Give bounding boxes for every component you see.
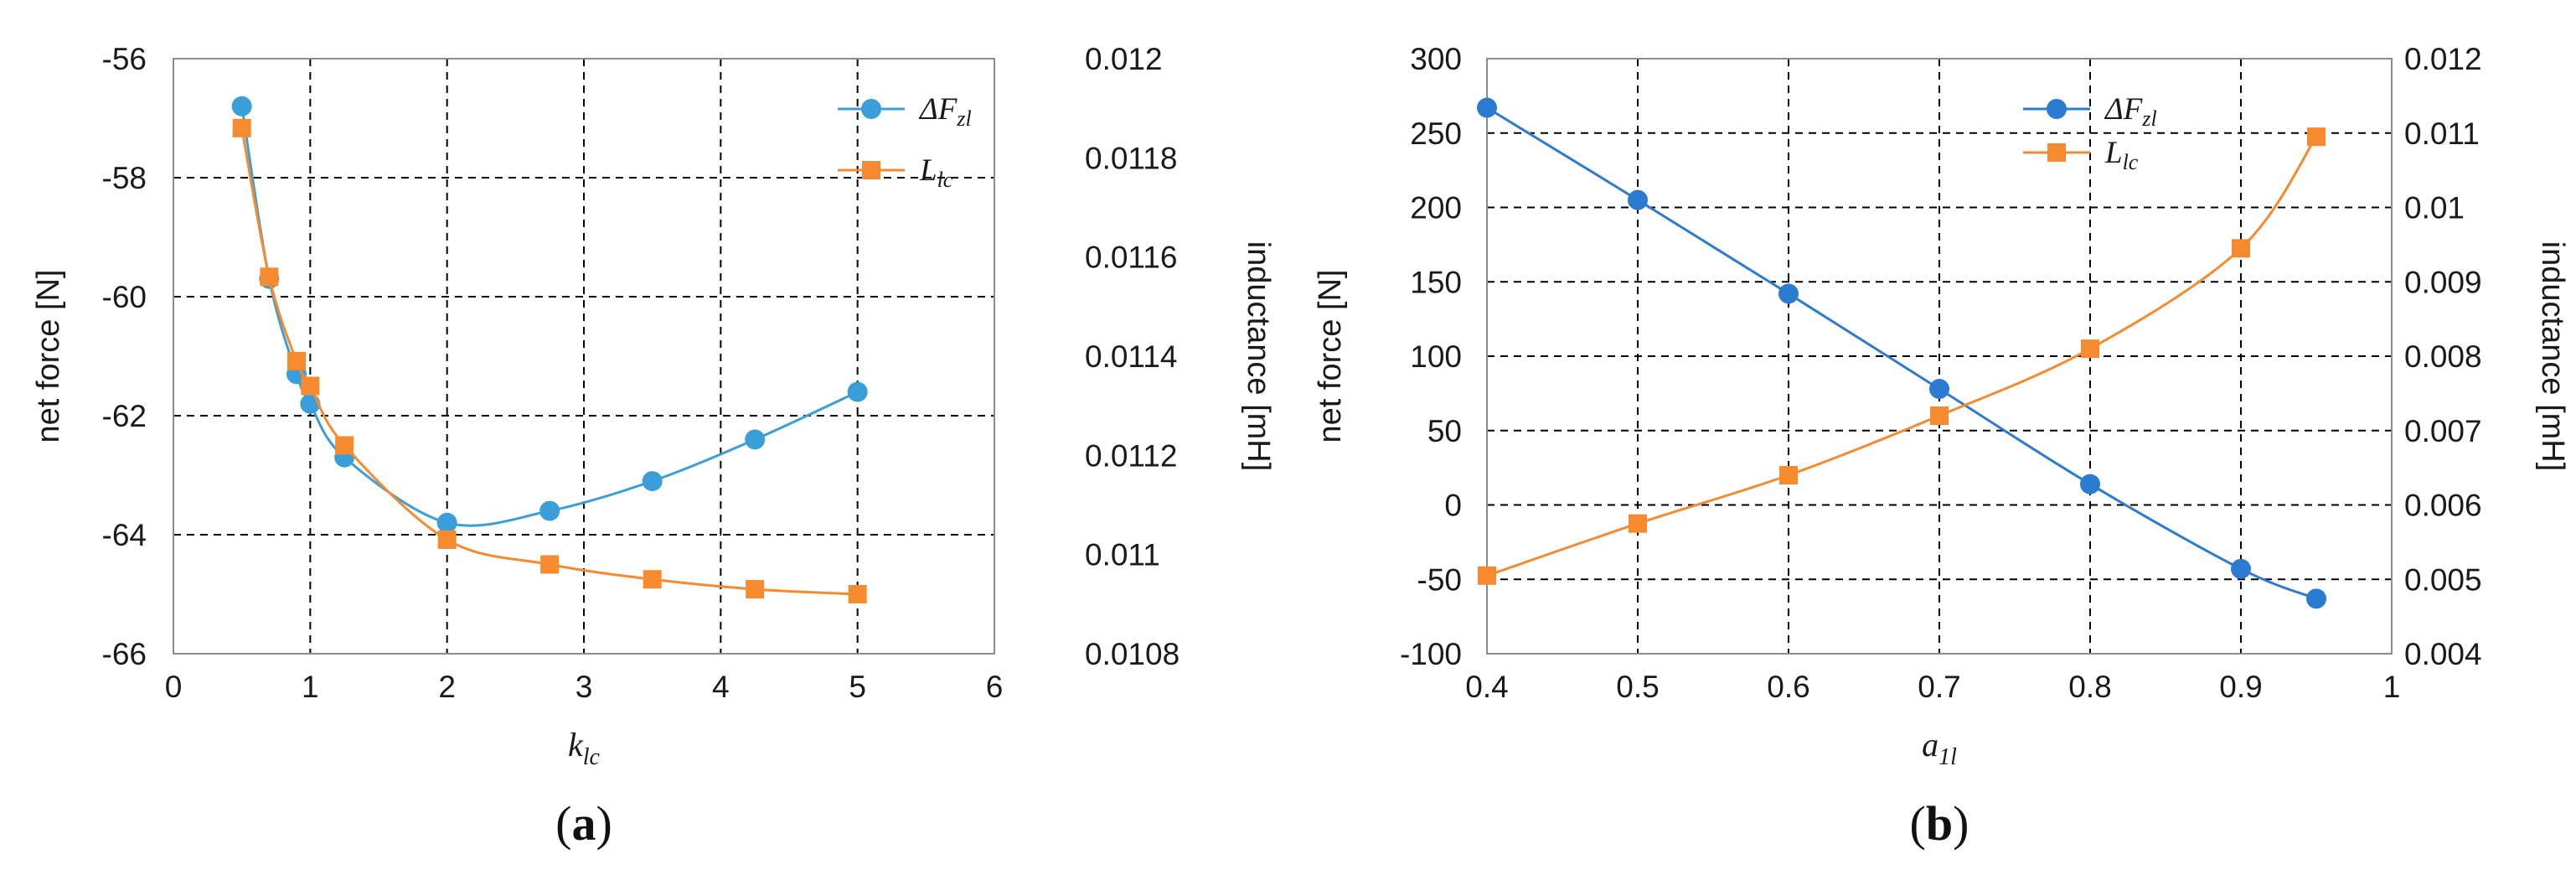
data-point-2: [301, 376, 320, 396]
y-right-tick-label: 0.0116: [1085, 241, 1177, 275]
x-tick-label: 0.6: [1767, 670, 1809, 704]
y-right-tick-label: 0.01: [2404, 191, 2465, 225]
plot-frame: [1486, 58, 2393, 655]
y-right-tick-label: 0.005: [2404, 562, 2482, 597]
y-right-tick-label: 0.0112: [1085, 438, 1177, 473]
y-axis-label-right: inductance [mH]: [1241, 241, 1276, 472]
legend-marker-1: [2047, 99, 2067, 119]
y-left-tick-label: 250: [1410, 116, 1462, 151]
x-tick-label: 0.4: [1465, 670, 1508, 704]
legend-label-2: Llc: [919, 153, 953, 192]
chart-b: 0.4 0.5 0.6 0.7 0.8 0.9 1 300 250 200 150 100 50 0 -50…: [1313, 42, 2570, 851]
y-left-tick-label: -66: [102, 637, 147, 671]
data-point-2: [437, 530, 457, 549]
data-point-1: [847, 381, 868, 402]
y-axis-label-left: net force [N]: [1313, 270, 1348, 443]
panel-caption: (b): [1910, 796, 1969, 851]
y-axis-label-right: inductance [mH]: [2535, 241, 2570, 472]
data-point-2: [848, 585, 867, 603]
data-point-1: [1778, 283, 1799, 304]
data-point-2: [287, 351, 306, 370]
x-tick-label: 0.5: [1616, 670, 1659, 704]
x-tick-label: 5: [849, 670, 866, 704]
y-left-tick-label: 200: [1410, 191, 1462, 225]
data-point-2: [335, 436, 354, 455]
y-right-tick-label: 0.007: [2404, 414, 2482, 448]
data-point-2: [1779, 466, 1798, 484]
data-point-2: [1930, 406, 1949, 425]
panel-caption: (a): [555, 796, 612, 851]
data-point-1: [745, 429, 766, 450]
data-point-2: [643, 570, 662, 589]
series-line-2: [240, 127, 858, 596]
data-point-1: [2231, 558, 2251, 579]
x-tick-label: 0.9: [2219, 670, 2262, 704]
plot-frame: [173, 58, 995, 655]
y-right-tick-label: 0.012: [2404, 42, 2482, 76]
y-right-tick-label: 0.009: [2404, 265, 2482, 299]
data-point-1: [2080, 474, 2100, 494]
y-right-tick-label: 0.006: [2404, 489, 2482, 523]
data-point-2: [232, 118, 251, 137]
y-right-tick-label: 0.012: [1085, 42, 1163, 76]
x-tick-label: 3: [576, 670, 593, 704]
y-left-tick-label: 0: [1444, 489, 1462, 523]
x-tick-label: 4: [712, 670, 730, 704]
y-right-tick-label: 0.0114: [1085, 339, 1177, 374]
data-point-1: [642, 471, 663, 492]
legend-label-1: ΔFzl: [2104, 92, 2157, 131]
y-left-tick-label: -58: [102, 161, 147, 195]
data-point-1: [539, 500, 560, 521]
y-left-tick-label: 300: [1410, 42, 1462, 76]
x-tick-label: 0: [165, 670, 183, 704]
data-point-2: [2232, 239, 2250, 258]
x-tick-label: 0.8: [2068, 670, 2111, 704]
data-point-1: [1477, 97, 1497, 118]
y-axis-label-left: net force [N]: [31, 270, 66, 443]
data-point-2: [2081, 339, 2099, 359]
legend-label-2: Llc: [2104, 136, 2139, 174]
data-point-2: [1629, 514, 1647, 533]
y-left-tick-label: 100: [1410, 339, 1462, 374]
data-point-2: [2307, 127, 2326, 147]
y-left-tick-label: -62: [102, 399, 147, 433]
x-tick-label: 1: [2383, 670, 2401, 704]
y-left-tick-label: -60: [102, 280, 147, 314]
legend-marker-2: [2047, 143, 2066, 162]
y-right-tick-label: 0.011: [1085, 538, 1160, 572]
series-line-1: [240, 106, 859, 527]
y-left-tick-label: -50: [1417, 562, 1462, 597]
y-left-tick-label: 50: [1427, 414, 1462, 448]
legend-label-1: ΔFzl: [918, 92, 972, 131]
y-left-tick-label: -64: [102, 518, 147, 552]
data-point-2: [1478, 566, 1496, 585]
y-left-tick-label: 150: [1410, 265, 1462, 299]
legend-marker-1: [861, 99, 881, 119]
x-axis-label: a1l: [1922, 726, 1957, 770]
data-point-1: [1628, 189, 1648, 210]
data-point-2: [746, 580, 765, 599]
x-axis-label: klc: [568, 726, 601, 770]
y-right-tick-label: 0.011: [2404, 116, 2480, 151]
y-right-tick-label: 0.0118: [1085, 141, 1177, 175]
chart-a: 0 1 2 3 4 5 6 -56 -58 -60 -62 -64 -66 0.012 0.0118 0.01…: [31, 42, 1276, 851]
data-point-1: [231, 96, 252, 116]
data-point-1: [1929, 379, 1949, 400]
y-right-tick-label: 0.008: [2404, 339, 2482, 374]
data-point-1: [436, 512, 457, 533]
data-point-2: [540, 555, 560, 574]
x-tick-label: 6: [986, 670, 1004, 704]
x-tick-label: 1: [302, 670, 319, 704]
data-point-1: [2306, 588, 2326, 609]
y-right-tick-label: 0.0108: [1085, 637, 1180, 671]
y-left-tick-label: -56: [102, 42, 147, 76]
data-point-2: [260, 267, 279, 287]
series-line-1: [1486, 106, 2317, 600]
y-right-tick-label: 0.004: [2404, 637, 2482, 671]
y-left-tick-label: -100: [1400, 637, 1462, 671]
x-tick-label: 2: [438, 670, 456, 704]
x-tick-label: 0.7: [1918, 670, 1960, 704]
legend-marker-2: [862, 161, 880, 179]
